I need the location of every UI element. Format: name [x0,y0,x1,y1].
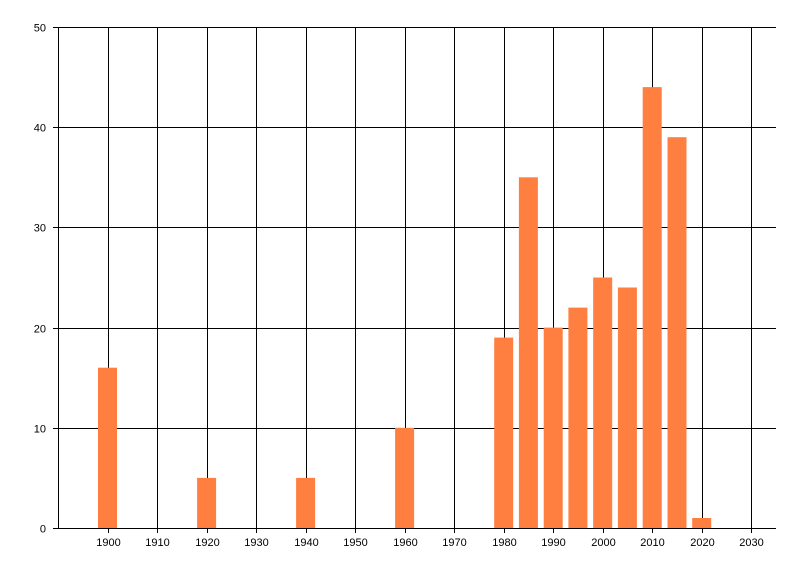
bar-1980 [494,337,514,528]
bar-1985 [518,177,538,529]
x-tick-label-1910: 1910 [145,537,169,549]
axes [53,27,776,533]
x-tick-label-1900: 1900 [96,537,120,549]
x-tick-label-1960: 1960 [393,537,417,549]
bar-2000 [593,277,613,528]
y-tick-label-10: 10 [34,424,46,436]
bar-1995 [568,307,588,528]
bar-2010 [642,87,662,528]
x-tick-label-2030: 2030 [739,537,763,549]
bars [98,87,712,529]
bar-2005 [617,287,637,528]
bar-2020 [692,518,712,528]
x-tick-label-1930: 1930 [244,537,268,549]
bar-1920 [197,477,217,528]
x-tick-label-2020: 2020 [690,537,714,549]
x-tick-label-1970: 1970 [442,537,466,549]
y-tick-label-50: 50 [34,23,46,35]
y-tick-label-30: 30 [34,223,46,235]
x-tick-label-1980: 1980 [492,537,516,549]
x-tick-label-2000: 2000 [591,537,615,549]
x-tick-label-1990: 1990 [541,537,565,549]
bar-1900 [98,367,117,528]
x-tick-label-2010: 2010 [640,537,664,549]
x-tick-label-1950: 1950 [343,537,367,549]
y-tick-label-20: 20 [34,324,46,336]
y-tick-label-0: 0 [40,524,46,536]
bar-1990 [543,327,563,528]
x-tick-label-1920: 1920 [195,537,219,549]
y-tick-label-40: 40 [34,123,46,135]
x-tick-label-1940: 1940 [294,537,318,549]
bar-1960 [395,427,415,528]
bar-1940 [296,477,316,528]
bar-2015 [667,137,687,528]
